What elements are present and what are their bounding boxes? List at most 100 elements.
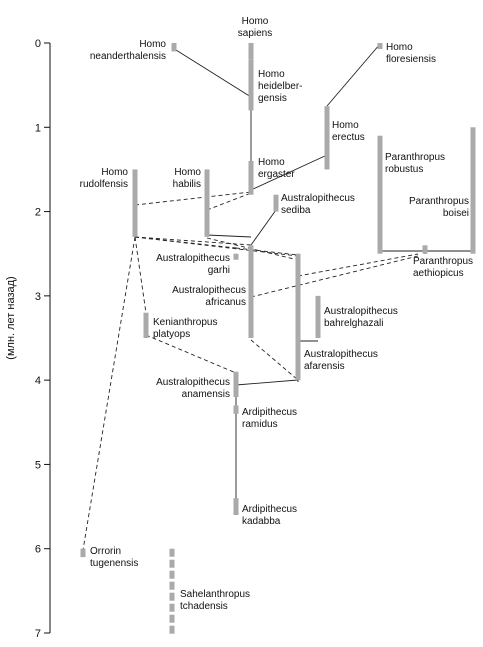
- solid-link: [250, 154, 328, 191]
- taxon-label-line: aethiopicus: [413, 268, 464, 279]
- taxon-label-line: Sahelanthropus: [180, 589, 250, 600]
- taxon-label-line: tchadensis: [180, 601, 228, 612]
- taxon-label-line: Homo: [258, 69, 285, 80]
- taxon-range-bar: [233, 498, 239, 515]
- y-tick-label: 3: [35, 291, 41, 303]
- taxon-range-bar: [248, 161, 254, 195]
- taxon-label-paranthropus-boisei: Paranthropus boisei: [409, 196, 469, 219]
- taxon-label-line: Ardipithecus: [242, 407, 297, 418]
- taxon-range-bar: [470, 127, 476, 254]
- taxon-range-bar: [377, 43, 383, 49]
- y-tick-label: 0: [35, 38, 41, 50]
- taxon-label-homo-heidelbergensis: Homo heidelber-gensis: [258, 69, 302, 104]
- taxon-label-line: Paranthropus: [413, 256, 473, 267]
- taxon-range-bar: [233, 371, 239, 397]
- taxon-range-bar: [169, 625, 175, 634]
- taxon-label-line: Homo: [242, 16, 269, 27]
- taxon-range-bar: [169, 548, 175, 557]
- taxon-label-line: Orrorin: [90, 546, 121, 557]
- taxon-range-bar: [143, 312, 149, 338]
- taxon-label-line: ergaster: [258, 169, 295, 180]
- taxon-label-australopithecus-sediba: Australopithecus sediba: [281, 193, 355, 216]
- taxon-label-line: erectus: [332, 132, 365, 143]
- taxon-label-line: Kenianthropus: [153, 317, 218, 328]
- taxon-label-line: sediba: [281, 205, 311, 216]
- taxon-range-bar: [248, 59, 254, 111]
- dashed-link: [82, 236, 136, 551]
- taxon-ranges: [80, 43, 476, 634]
- taxon-label-line: Homo: [139, 39, 166, 50]
- taxon-label-homo-sapiens: Homo sapiens: [238, 16, 272, 39]
- taxon-label-australopithecus-afarensis: Australopithecus afarensis: [304, 349, 378, 372]
- taxon-label-line: floresiensis: [386, 54, 436, 65]
- taxon-label-line: robustus: [385, 164, 423, 175]
- dashed-link: [235, 247, 299, 256]
- taxon-label-line: Homo: [174, 167, 201, 178]
- taxon-label-homo-neanderthalensis: Homo neanderthalensis: [90, 39, 167, 62]
- y-tick-label: 6: [35, 544, 41, 556]
- taxon-label-line: habilis: [173, 179, 201, 190]
- taxon-label-line: sapiens: [238, 28, 272, 39]
- taxon-label-line: gensis: [258, 93, 287, 104]
- taxon-label-homo-erectus: Homo erectus: [332, 120, 365, 143]
- solid-link: [206, 234, 252, 238]
- dashed-link: [134, 236, 299, 257]
- dashed-link: [250, 339, 299, 381]
- taxon-label-line: rudolfensis: [80, 179, 128, 190]
- taxon-range-bar: [233, 253, 239, 260]
- taxon-label-line: Homo: [101, 167, 128, 178]
- taxon-range-bar: [169, 614, 175, 623]
- taxon-range-bar: [295, 253, 301, 381]
- taxon-range-bar: [204, 169, 210, 237]
- taxon-range-bar: [377, 135, 383, 254]
- taxon-label-line: Australopithecus: [172, 285, 246, 296]
- taxon-range-bar: [132, 169, 138, 237]
- dashed-link: [206, 237, 299, 261]
- dashed-link: [134, 236, 252, 246]
- taxon-label-australopithecus-africanus: Australopithecus africanus: [172, 285, 246, 308]
- solid-link: [250, 209, 277, 246]
- taxon-label-line: Ardipithecus: [242, 504, 297, 515]
- taxon-label-ardipithecus-ramidus: Ardipithecus ramidus: [242, 407, 297, 430]
- dashed-link: [250, 255, 419, 298]
- taxon-range-bar: [80, 548, 86, 558]
- taxon-label-line: Paranthropus: [409, 196, 469, 207]
- solid-link: [235, 379, 299, 386]
- taxon-label-line: heidelber-: [258, 81, 302, 92]
- taxon-label-line: anamensis: [182, 389, 230, 400]
- taxon-label-line: Homo: [332, 120, 359, 131]
- taxon-range-bar: [171, 43, 177, 52]
- y-tick-label: 4: [35, 375, 41, 387]
- taxon-label-australopithecus-anamensis: Australopithecus anamensis: [156, 377, 230, 400]
- taxon-label-line: boisei: [443, 208, 469, 219]
- taxon-label-australopithecus-garhi: Australopithecus garhi: [156, 253, 230, 276]
- taxon-label-line: bahrelghazali: [324, 318, 384, 329]
- taxon-range-bar: [248, 43, 254, 60]
- solid-link: [175, 49, 252, 98]
- taxon-label-sahelanthropus-tchadensis: Sahelanthropus tchadensis: [180, 589, 250, 612]
- taxon-label-line: Australopithecus: [304, 349, 378, 360]
- taxon-range-bar: [233, 405, 239, 414]
- dashed-link: [145, 334, 237, 374]
- taxon-label-line: kadabba: [242, 516, 281, 527]
- taxon-label-line: Australopithecus: [156, 377, 230, 388]
- taxon-label-homo-ergaster: Homo ergaster: [258, 157, 295, 180]
- phylogeny-links: [82, 43, 473, 551]
- taxon-label-line: Homo: [258, 157, 285, 168]
- dashed-link: [206, 192, 252, 211]
- dashed-link: [134, 236, 147, 314]
- taxon-label-line: neanderthalensis: [90, 51, 166, 62]
- y-tick-label: 5: [35, 459, 41, 471]
- taxon-range-bar: [169, 581, 175, 590]
- solid-link: [326, 43, 381, 107]
- y-tick-label: 1: [35, 122, 41, 134]
- taxon-label-line: Australopithecus: [156, 253, 230, 264]
- y-axis-title: (млн. лет назад): [5, 276, 17, 359]
- taxon-range-bar: [169, 603, 175, 612]
- dashed-link: [134, 191, 252, 206]
- taxon-label-paranthropus-robustus: Paranthropus robustus: [385, 152, 445, 175]
- taxon-range-bar: [169, 592, 175, 601]
- taxon-label-line: garhi: [208, 265, 230, 276]
- taxon-range-bar: [248, 245, 254, 338]
